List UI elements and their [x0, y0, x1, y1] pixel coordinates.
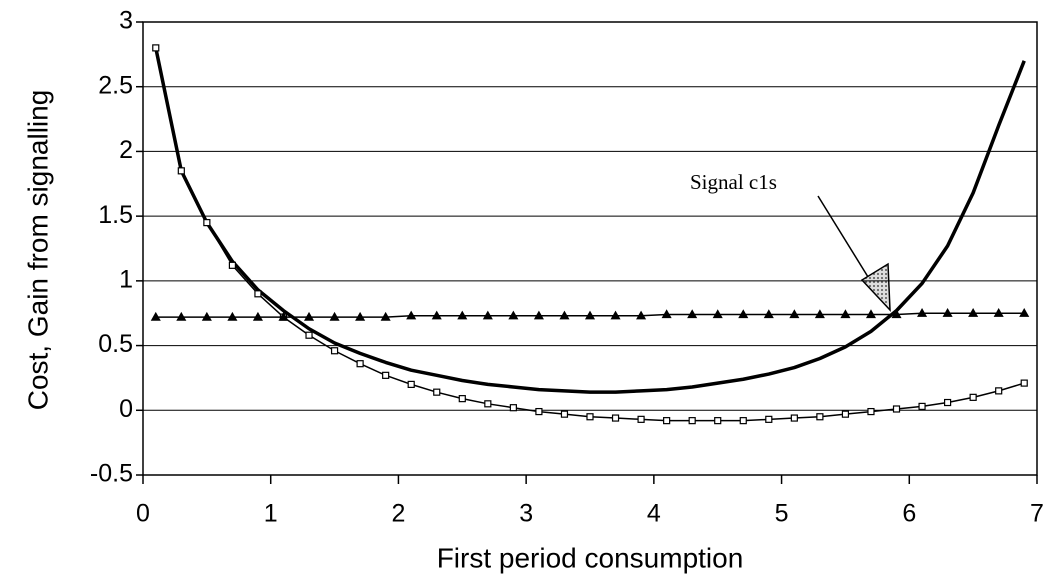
marker: [865, 309, 877, 319]
marker: [252, 311, 263, 321]
marker: [177, 167, 185, 175]
marker: [892, 405, 901, 413]
marker: [330, 347, 339, 355]
marker: [329, 311, 340, 321]
marker: [431, 310, 442, 320]
x-tick-label: 0: [136, 500, 150, 528]
marker: [509, 404, 517, 412]
y-tick-label: 1: [119, 265, 133, 293]
marker: [867, 407, 875, 416]
marker: [663, 417, 671, 425]
marker: [150, 311, 161, 321]
marker: [816, 413, 824, 421]
marker: [688, 417, 696, 425]
marker: [559, 310, 570, 320]
marker: [458, 395, 466, 403]
marker: [739, 417, 747, 425]
marker: [406, 310, 417, 320]
marker: [584, 310, 596, 320]
marker: [968, 308, 979, 317]
y-tick-label: 2.5: [98, 71, 133, 99]
marker: [356, 360, 364, 368]
marker: [712, 309, 723, 319]
plot-frame: [142, 21, 1038, 476]
marker: [636, 310, 647, 320]
marker: [303, 311, 315, 321]
marker: [637, 415, 645, 423]
x-tick-label: 7: [1030, 500, 1044, 528]
annotation-arrowhead: [860, 262, 891, 312]
marker: [790, 414, 798, 422]
marker: [687, 309, 698, 319]
marker: [152, 44, 160, 52]
x-tick-label: 3: [519, 500, 533, 528]
marker: [380, 311, 391, 321]
x-tick-label: 5: [775, 500, 789, 528]
marker: [508, 310, 519, 320]
marker: [765, 415, 773, 423]
marker: [254, 290, 262, 298]
x-tick-label: 2: [391, 500, 405, 528]
marker: [942, 308, 953, 317]
marker: [918, 402, 926, 411]
marker: [201, 311, 212, 321]
x-axis-label: First period consumption: [437, 542, 744, 573]
y-tick-label: 0: [119, 395, 133, 423]
y-tick-label: 1.5: [98, 201, 133, 229]
marker: [763, 309, 774, 319]
marker: [482, 310, 493, 320]
marker: [995, 387, 1003, 395]
marker: [203, 219, 211, 227]
marker: [228, 261, 236, 269]
y-tick-label: 0.5: [98, 330, 133, 358]
marker: [560, 410, 569, 418]
y-tick-label: 2: [119, 136, 133, 164]
y-tick-label: 3: [119, 7, 133, 35]
marker: [891, 309, 902, 319]
marker: [457, 310, 468, 320]
series-line: [154, 47, 1026, 394]
series-line: [155, 47, 1025, 422]
marker: [484, 400, 492, 408]
marker: [969, 393, 977, 401]
marker: [355, 311, 366, 321]
marker: [382, 371, 390, 379]
marker: [407, 380, 415, 388]
marker: [176, 311, 187, 321]
y-axis-label: Cost, Gain from signalling: [22, 90, 53, 411]
marker: [610, 310, 621, 320]
x-tick-label: 1: [264, 500, 278, 528]
marker: [917, 308, 928, 317]
marker: [535, 407, 543, 416]
marker: [943, 398, 952, 407]
marker: [227, 311, 238, 321]
marker: [586, 413, 594, 421]
marker: [714, 417, 722, 425]
marker: [1020, 379, 1028, 387]
marker: [840, 309, 851, 319]
marker: [841, 410, 850, 418]
marker: [278, 311, 289, 321]
marker: [611, 414, 620, 422]
y-tick-label: -0.5: [90, 460, 133, 488]
annotation-arrow: [817, 195, 874, 286]
annotation: Signal c1s: [690, 170, 777, 194]
marker: [433, 388, 441, 396]
marker: [305, 331, 313, 339]
marker: [789, 309, 800, 319]
marker: [993, 308, 1004, 317]
marker: [1019, 308, 1030, 317]
marker: [533, 310, 544, 320]
marker: [661, 309, 672, 319]
marker: [738, 309, 749, 319]
x-tick-label: 4: [647, 500, 661, 528]
x-tick-label: 6: [902, 500, 916, 528]
marker: [814, 309, 825, 319]
